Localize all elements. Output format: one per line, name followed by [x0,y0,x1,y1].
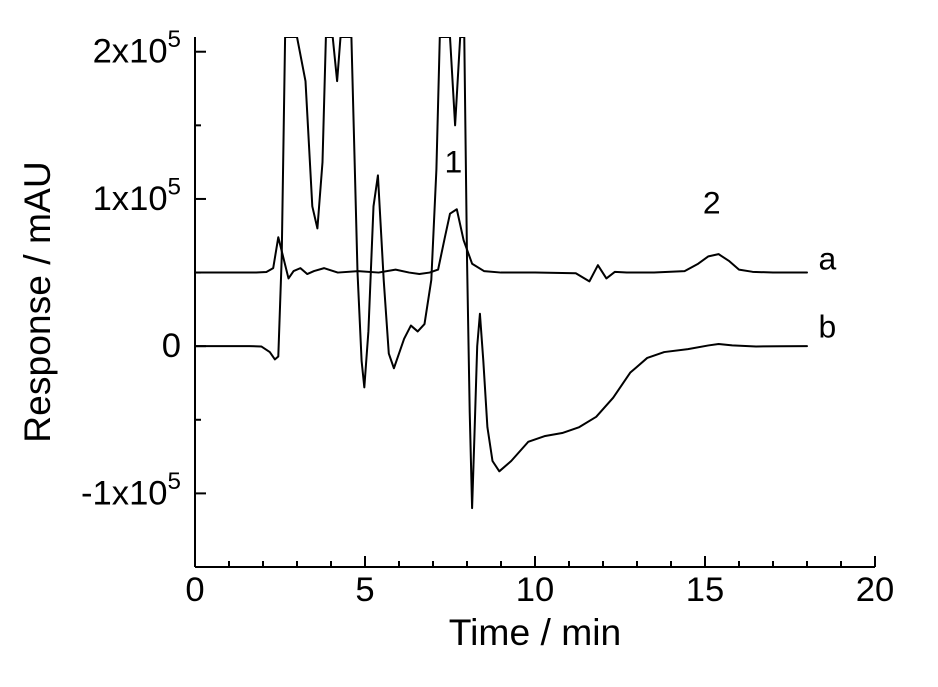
chart-svg: 0 5 10 15 20 -1x105 0 1x105 2x105 Time / min Respo… [0,0,938,687]
chromatogram-figure: 0 5 10 15 20 -1x105 0 1x105 2x105 Time / min Respo… [0,0,938,687]
x-tick-label: 15 [686,571,724,609]
y-axis-title: Response / mAU [16,161,58,442]
x-tick-label: 10 [516,571,554,609]
annotation-2: 2 [703,185,721,221]
y-tick-label: 2x105 [93,26,181,71]
series-group [195,37,807,508]
annotation-a: a [819,241,837,277]
x-axis-title: Time / min [449,611,621,653]
x-tick-label: 5 [355,571,374,609]
x-tick-label: 20 [856,571,894,609]
x-tick-label: 0 [185,571,204,609]
y-tick-label: 1x105 [93,173,181,218]
y-tick-label: 0 [162,327,181,365]
annotation-1: 1 [445,143,463,179]
y-tick-label: -1x105 [81,468,181,513]
annotation-b: b [819,308,837,344]
